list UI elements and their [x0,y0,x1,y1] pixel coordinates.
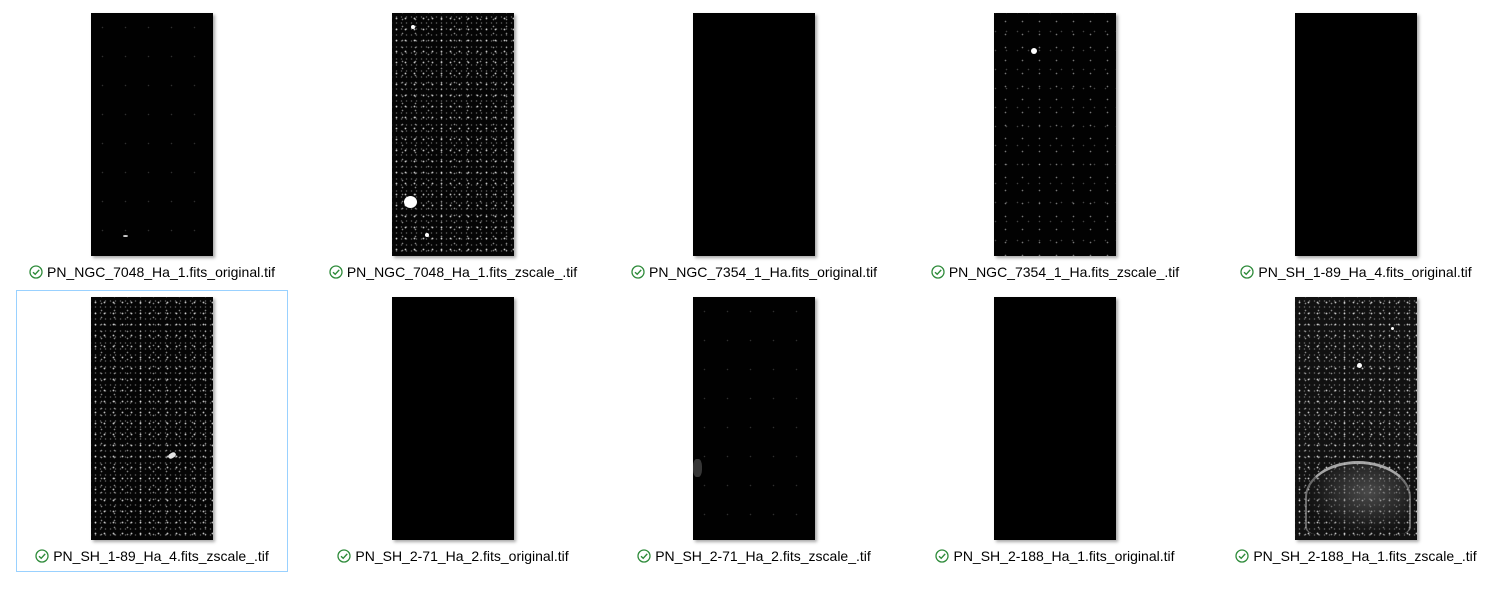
file-label: PN_NGC_7354_1_Ha.fits_zscale_.tif [920,261,1190,283]
file-label: PN_NGC_7048_Ha_1.fits_original.tif [17,261,287,283]
sync-ok-check-icon [35,549,49,563]
image-thumbnail [693,297,815,540]
star-mark [1391,327,1394,330]
star-mark [404,196,417,208]
sync-ok-check-icon [337,549,352,563]
star-mark [411,25,415,29]
file-name: PN_SH_1-89_Ha_4.fits_zscale_.tif [53,548,269,564]
nebula-mark [693,459,702,477]
file-name: PN_SH_2-188_Ha_1.fits_original.tif [953,548,1175,564]
file-label: PN_SH_1-89_Ha_4.fits_zscale_.tif [17,545,287,567]
file-tile[interactable]: PN_SH_2-188_Ha_1.fits_zscale_.tif [1220,290,1490,572]
file-label: PN_SH_2-71_Ha_2.fits_original.tif [318,545,588,567]
star-mark [1357,363,1362,368]
image-thumbnail [994,297,1116,540]
sync-ok-check-icon [329,265,343,279]
nebula-mark [1305,461,1411,534]
file-name: PN_NGC_7048_Ha_1.fits_original.tif [46,264,275,280]
nebula-mark [167,451,177,460]
image-thumbnail [392,297,514,540]
file-tile-selected[interactable]: PN_SH_1-89_Ha_4.fits_zscale_.tif [16,290,288,572]
file-tile[interactable]: PN_SH_2-188_Ha_1.fits_original.tif [919,290,1191,572]
file-label: PN_SH_1-89_Ha_4.fits_original.tif [1221,261,1490,283]
sync-ok-check-icon [29,265,43,279]
file-name: PN_SH_2-188_Ha_1.fits_zscale_.tif [1253,548,1477,564]
file-name: PN_SH_2-71_Ha_2.fits_original.tif [355,548,569,564]
image-thumbnail [994,13,1116,256]
file-tile[interactable]: PN_NGC_7048_Ha_1.fits_original.tif [16,6,288,288]
file-tile[interactable]: PN_NGC_7048_Ha_1.fits_zscale_.tif [317,6,589,288]
file-label: PN_SH_2-188_Ha_1.fits_original.tif [920,545,1190,567]
image-thumbnail [1295,13,1417,256]
file-name: PN_SH_2-71_Ha_2.fits_zscale_.tif [655,548,871,564]
file-name: PN_NGC_7354_1_Ha.fits_original.tif [648,264,877,280]
file-name: PN_NGC_7048_Ha_1.fits_zscale_.tif [346,264,578,280]
sync-ok-check-icon [1240,265,1255,279]
star-mark [1031,48,1037,54]
star-mark [123,235,128,237]
file-tile[interactable]: PN_SH_1-89_Ha_4.fits_original.tif [1220,6,1490,288]
image-thumbnail [392,13,514,256]
image-thumbnail [91,297,213,540]
file-tile[interactable]: PN_NGC_7354_1_Ha.fits_original.tif [618,6,890,288]
file-name: PN_NGC_7354_1_Ha.fits_zscale_.tif [948,264,1180,280]
sync-ok-check-icon [637,549,651,563]
file-label: PN_SH_2-71_Ha_2.fits_zscale_.tif [619,545,889,567]
file-name: PN_SH_1-89_Ha_4.fits_original.tif [1258,264,1472,280]
image-thumbnail [91,13,213,256]
sync-ok-check-icon [631,265,645,279]
file-label: PN_SH_2-188_Ha_1.fits_zscale_.tif [1221,545,1490,567]
file-tile[interactable]: PN_SH_2-71_Ha_2.fits_original.tif [317,290,589,572]
image-thumbnail [1295,297,1417,540]
star-mark [425,233,429,237]
sync-ok-check-icon [1235,549,1249,563]
sync-ok-check-icon [931,265,945,279]
image-thumbnail [693,13,815,256]
file-label: PN_NGC_7354_1_Ha.fits_original.tif [619,261,889,283]
sync-ok-check-icon [935,549,950,563]
file-label: PN_NGC_7048_Ha_1.fits_zscale_.tif [318,261,588,283]
file-tile[interactable]: PN_NGC_7354_1_Ha.fits_zscale_.tif [919,6,1191,288]
file-tile[interactable]: PN_SH_2-71_Ha_2.fits_zscale_.tif [618,290,890,572]
